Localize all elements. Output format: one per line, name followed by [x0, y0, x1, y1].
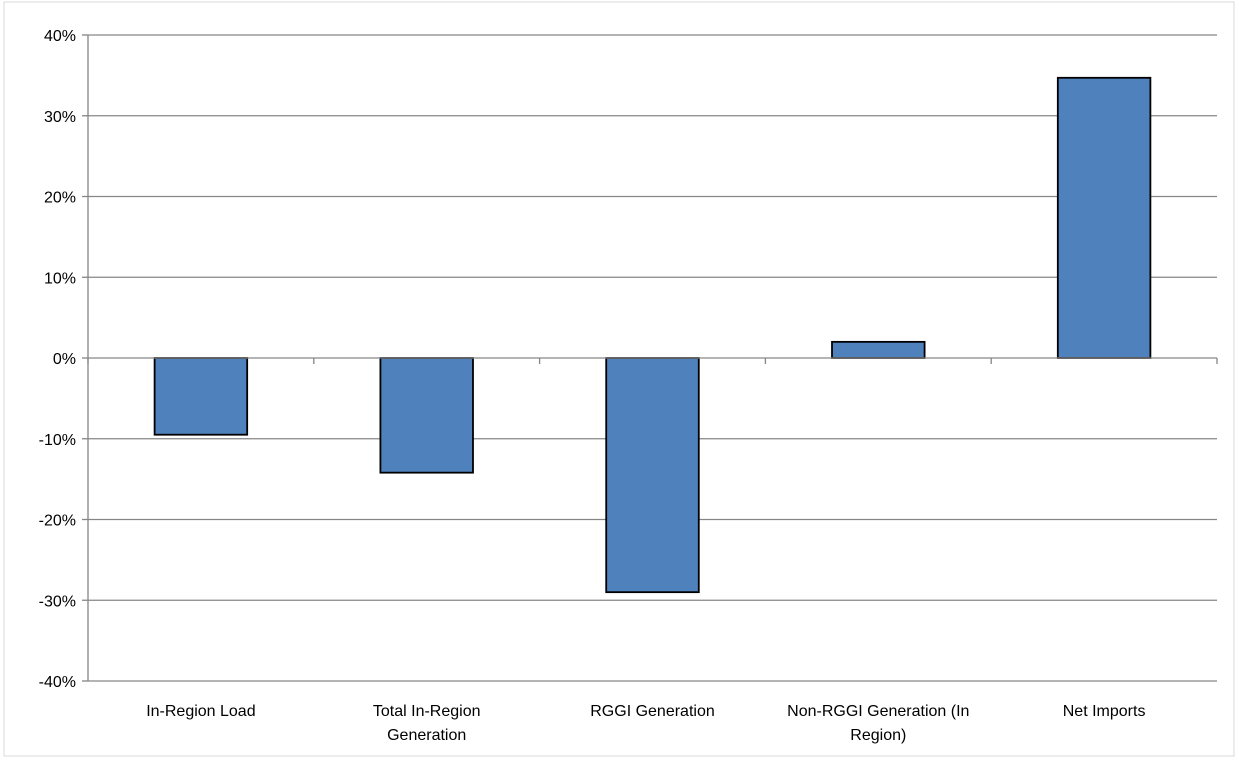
y-tick-label: 40%: [44, 28, 76, 45]
y-tick-label: 30%: [44, 109, 76, 126]
y-tick-label: -30%: [39, 593, 76, 610]
bar: [605, 357, 700, 594]
y-tick-label: 10%: [44, 270, 76, 287]
y-tick-label: -10%: [39, 432, 76, 449]
x-category-label: RGGI Generation: [590, 703, 715, 720]
bar: [379, 357, 474, 474]
y-tick-label: 20%: [44, 190, 76, 207]
x-category-label: Net Imports: [1063, 703, 1146, 720]
x-category-label: In-Region Load: [146, 703, 255, 720]
bar: [831, 340, 926, 359]
bar: [1056, 76, 1152, 359]
y-tick-label: -40%: [39, 674, 76, 691]
y-tick-label: -20%: [39, 513, 76, 530]
bar: [153, 357, 249, 436]
y-tick-label: 0%: [53, 351, 76, 368]
x-category-label: Total In-Region Generation: [373, 703, 481, 744]
x-category-label: Non-RGGI Generation (In Region): [787, 703, 969, 744]
